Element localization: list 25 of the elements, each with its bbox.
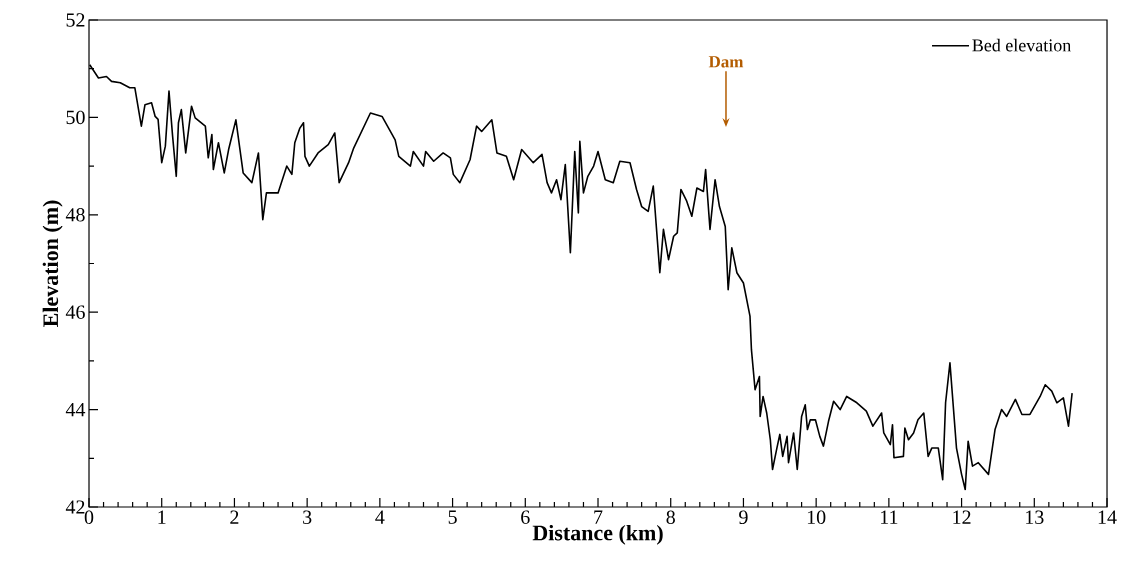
x-tick-label: 7 [594,510,603,524]
legend-label: Bed elevation [972,38,1072,52]
y-axis-title: Elevation (m) [42,200,63,327]
x-tick-label: 13 [1026,510,1044,524]
x-tick-label: 8 [666,510,675,525]
x-tick-label: 3 [303,510,312,524]
y-tick-label: 46 [65,305,85,319]
x-tick-label: 14 [1098,510,1117,524]
y-tick-label: 50 [66,110,85,125]
x-tick-label: 12 [953,510,971,524]
y-tick-label: 48 [65,208,85,222]
x-tick-label: 1 [158,510,166,524]
x-tick-label: 11 [881,510,898,524]
x-tick-label: 5 [448,510,457,524]
y-tick-label: 44 [65,403,86,417]
x-tick-label: 9 [739,510,748,524]
x-axis-title: Distance (km) [532,524,663,545]
x-tick-label: 6 [521,510,530,524]
x-tick-label: 4 [375,510,385,524]
x-tick-label: 0 [84,510,94,525]
y-tick-label: 52 [66,13,85,27]
ref-line-label: Dam [708,56,744,68]
y-tick-label: 42 [65,500,85,514]
x-tick-label: 10 [807,510,826,525]
x-tick-label: 2 [230,510,239,524]
